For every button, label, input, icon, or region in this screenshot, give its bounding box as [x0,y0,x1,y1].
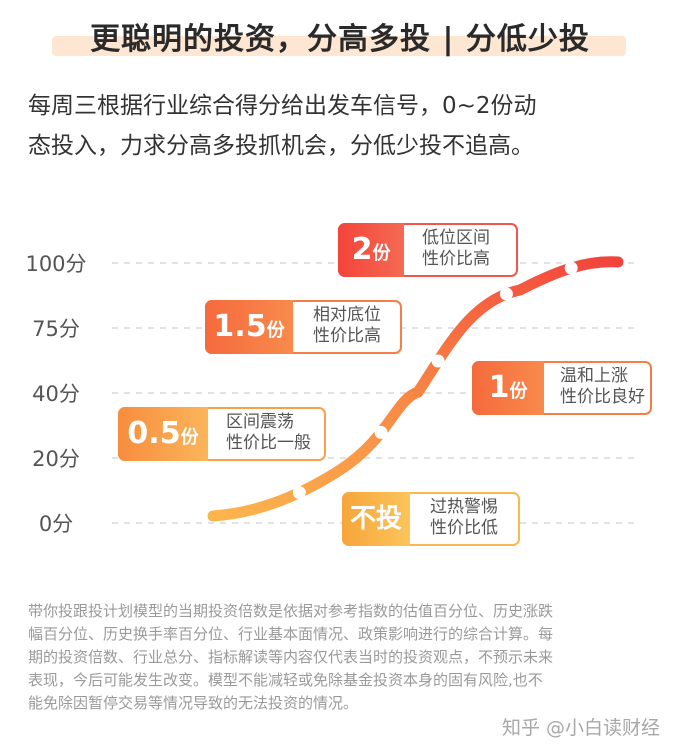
curve-marker [292,486,306,500]
callout-value: 不投 [342,492,410,546]
curve-marker [374,425,388,439]
y-tick-label: 20分 [32,447,80,471]
disclaimer-line: 表现，今后可能发生改变。模型不能减轻或免除基金投资本身的固有风险,也不 [28,671,543,689]
curve-marker [564,261,578,275]
callout-2-units: 2份 低位区间 性价比高 [338,223,518,277]
y-tick-label: 0分 [38,512,74,536]
y-tick-label: 75分 [32,317,80,341]
disclaimer-line: 幅百分位、历史换手率百分位、行业基本面情况、政策影响进行的综合计算。每 [28,625,554,643]
curve-marker [499,287,513,301]
callout-value: 1.5份 [205,300,293,354]
callout-description: 低位区间 性价比高 [422,228,490,269]
intro-text: 每周三根据行业综合得分给出发车信号，0~2份动 态投入，力求分高多投抓机会，分低… [28,86,668,166]
disclaimer-line: 带你投跟投计划模型的当期投资倍数是依据对参考指数的估值百分位、历史涨跌 [28,602,554,620]
callout-no-invest: 不投 过热警惕 性价比低 [342,492,520,546]
disclaimer-line: 能免除因暂停交易等情况导致的无法投资的情况。 [28,694,359,712]
callout-value: 2份 [338,223,404,277]
callout-description: 区间震荡 性价比一般 [226,412,311,453]
callout-description: 相对底位 性价比高 [313,305,381,346]
intro-line: 每周三根据行业综合得分给出发车信号，0~2份动 [28,93,537,119]
page-title: 更聪明的投资，分高多投 | 分低少投 [90,22,590,57]
y-tick-label: 40分 [32,382,80,406]
callout-value: 0.5份 [118,407,208,461]
callout-value: 1份 [472,361,544,415]
disclaimer: 带你投跟投计划模型的当期投资倍数是依据对参考指数的估值百分位、历史涨跌 幅百分位… [28,600,656,715]
watermark: 知乎 @小白读财经 [501,717,660,739]
y-tick-label: 100分 [25,252,87,276]
disclaimer-line: 期的投资倍数、行业总分、指标解读等内容仅代表当时的投资观点，不预示未来 [28,648,554,666]
callout-0-5-units: 0.5份 区间震荡 性价比一般 [118,407,326,461]
intro-line: 态投入，力求分高多投抓机会，分低少投不追高。 [28,133,534,159]
title-highlight [52,36,626,56]
curve-marker [431,354,445,368]
callout-description: 过热警惕 性价比低 [430,497,498,538]
callout-description: 温和上涨 性价比良好 [560,366,645,407]
callout-1-5-units: 1.5份 相对底位 性价比高 [205,300,402,354]
callout-1-unit: 1份 温和上涨 性价比良好 [472,361,652,415]
